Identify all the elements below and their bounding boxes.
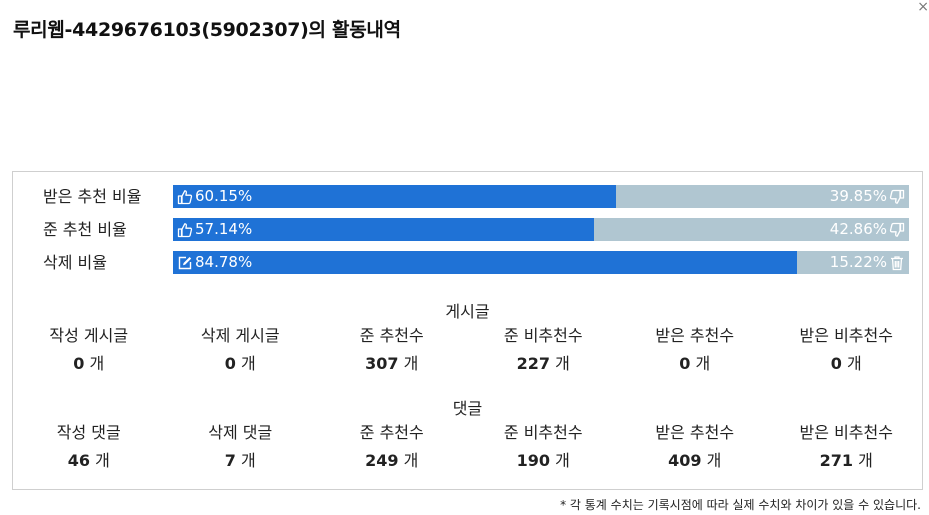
- received-recommend-ratio-row: 받은 추천 비율 60.15% 39.85%: [13, 185, 922, 208]
- ratio-left: 60.15%: [177, 185, 252, 208]
- footnote: * 각 통계 수치는 기록시점에 따라 실제 수치와 차이가 있을 수 있습니다…: [560, 498, 921, 512]
- stat-given-recommends: 준 추천수 249 개: [316, 422, 468, 472]
- stat-value: 0 개: [224, 354, 256, 373]
- stat-received-dislikes: 받은 비추천수 271 개: [771, 422, 923, 472]
- ratio-left-value: 57.14%: [195, 220, 253, 238]
- stat-value: 0 개: [73, 354, 105, 373]
- stat-label: 받은 비추천수: [799, 423, 893, 442]
- ratio-bar-fill: [173, 251, 797, 274]
- stat-label: 삭제 게시글: [200, 326, 280, 345]
- stat-given-recommends: 준 추천수 307 개: [316, 325, 468, 375]
- ratio-right: 39.85%: [830, 185, 905, 208]
- ratio-left: 84.78%: [177, 251, 252, 274]
- stat-value: 46 개: [67, 451, 110, 470]
- thumbs-down-icon: [889, 189, 905, 205]
- thumbs-up-icon: [177, 222, 193, 238]
- ratio-label: 받은 추천 비율: [43, 187, 142, 206]
- stat-label: 작성 댓글: [56, 423, 121, 442]
- delete-ratio-row: 삭제 비율 84.78% 15.22%: [13, 251, 922, 274]
- stat-value: 409 개: [668, 451, 722, 470]
- ratio-right-value: 15.22%: [829, 253, 887, 271]
- ratio-bar-fill: [173, 185, 616, 208]
- stat-value: 0 개: [830, 354, 862, 373]
- stat-written-posts: 작성 게시글 0 개: [13, 325, 165, 375]
- stat-value: 227 개: [516, 354, 570, 373]
- given-recommend-ratio-row: 준 추천 비율 57.14% 42.86%: [13, 218, 922, 241]
- ratio-label: 삭제 비율: [43, 253, 107, 272]
- comments-stats: 작성 댓글 46 개 삭제 댓글 7 개 준 추천수 249 개 준 비추천수 …: [13, 422, 922, 472]
- stat-value: 190 개: [516, 451, 570, 470]
- posts-section-title: 게시글: [445, 302, 490, 321]
- ratio-right-value: 42.86%: [829, 220, 887, 238]
- ratio-right: 15.22%: [830, 251, 905, 274]
- stat-label: 준 추천수: [359, 423, 424, 442]
- stat-label: 준 비추천수: [503, 423, 583, 442]
- stat-value: 0 개: [679, 354, 711, 373]
- ratio-right-value: 39.85%: [829, 187, 887, 205]
- stat-label: 준 비추천수: [503, 326, 583, 345]
- activity-panel: 받은 추천 비율 60.15% 39.85% 준 추천 비율: [12, 171, 923, 490]
- ratio-right: 42.86%: [830, 218, 905, 241]
- edit-icon: [177, 255, 193, 271]
- ratio-bar-fill: [173, 218, 594, 241]
- stat-value: 7 개: [224, 451, 256, 470]
- stat-deleted-posts: 삭제 게시글 0 개: [165, 325, 317, 375]
- ratio-left-value: 60.15%: [195, 187, 253, 205]
- stat-label: 받은 추천수: [655, 326, 735, 345]
- stat-label: 준 추천수: [359, 326, 424, 345]
- ratio-label: 준 추천 비율: [43, 220, 127, 239]
- ratio-left: 57.14%: [177, 218, 252, 241]
- stat-written-comments: 작성 댓글 46 개: [13, 422, 165, 472]
- stat-given-dislikes: 준 비추천수 227 개: [468, 325, 620, 375]
- stat-label: 삭제 댓글: [208, 423, 273, 442]
- stat-label: 받은 비추천수: [799, 326, 893, 345]
- comments-section-title: 댓글: [452, 399, 483, 418]
- stat-value: 271 개: [819, 451, 873, 470]
- stat-given-dislikes: 준 비추천수 190 개: [468, 422, 620, 472]
- stat-value: 249 개: [365, 451, 419, 470]
- ratio-bar: 84.78% 15.22%: [173, 251, 909, 274]
- stat-received-recommends: 받은 추천수 0 개: [619, 325, 771, 375]
- stat-received-dislikes: 받은 비추천수 0 개: [771, 325, 923, 375]
- ratio-bar: 60.15% 39.85%: [173, 185, 909, 208]
- thumbs-down-icon: [889, 222, 905, 238]
- ratio-bar: 57.14% 42.86%: [173, 218, 909, 241]
- thumbs-up-icon: [177, 189, 193, 205]
- trash-icon: [889, 255, 905, 271]
- posts-stats: 작성 게시글 0 개 삭제 게시글 0 개 준 추천수 307 개 준 비추천수…: [13, 325, 922, 375]
- stat-received-recommends: 받은 추천수 409 개: [619, 422, 771, 472]
- stat-label: 받은 추천수: [655, 423, 735, 442]
- stat-deleted-comments: 삭제 댓글 7 개: [165, 422, 317, 472]
- close-button[interactable]: ×: [917, 0, 929, 15]
- stat-value: 307 개: [365, 354, 419, 373]
- ratio-left-value: 84.78%: [195, 253, 253, 271]
- stat-label: 작성 게시글: [49, 326, 129, 345]
- page-title: 루리웹-4429676103(5902307)의 활동내역: [13, 19, 401, 41]
